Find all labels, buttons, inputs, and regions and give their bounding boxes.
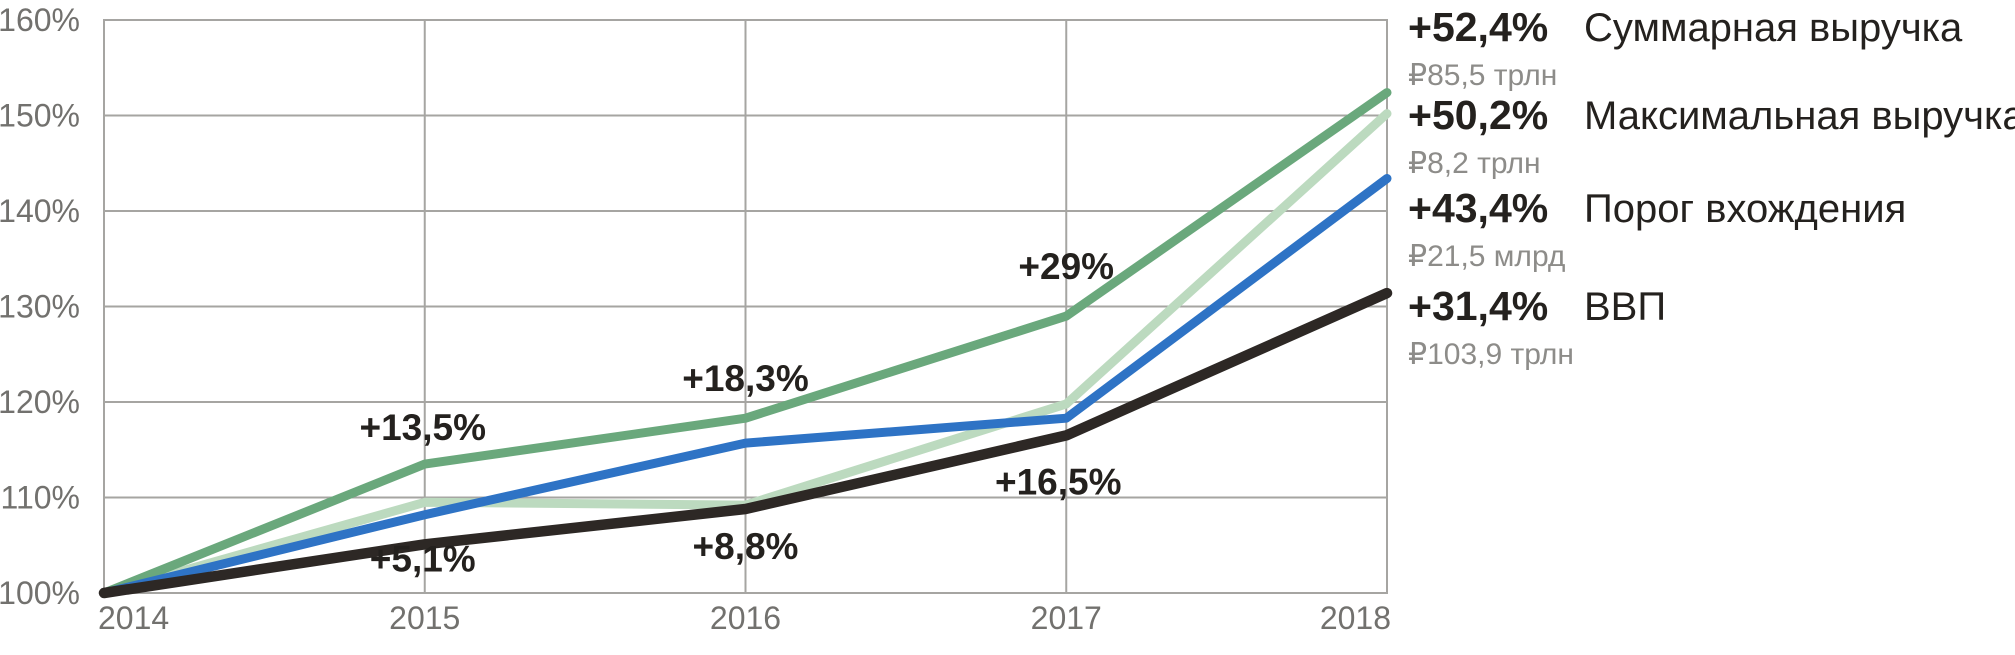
y-tick-label: 150%	[0, 98, 80, 134]
series-line-gdp	[98, 287, 1393, 599]
legend-value: ₽21,5 млрд	[1408, 240, 1566, 273]
legend-label: Максимальная выручка	[1584, 94, 2015, 138]
x-tick-label: 2016	[710, 600, 781, 636]
legend-change: +52,4%	[1408, 4, 1549, 50]
legend-item-gdp: +31,4% ВВП ₽103,9 трлн	[1408, 283, 1666, 372]
legend-value: ₽85,5 трлн	[1408, 59, 1558, 92]
x-tick-label: 2017	[1031, 600, 1102, 636]
annotation-label: +16,5%	[995, 461, 1122, 502]
legend-item-thr: +43,4% Порог вхождения ₽21,5 млрд	[1408, 185, 1906, 274]
series-line-sum	[99, 88, 1392, 598]
annotation-label: +8,8%	[693, 526, 799, 567]
series-line-thr	[99, 174, 1392, 598]
legend-change: +43,4%	[1408, 185, 1549, 231]
legend-value: ₽103,9 трлн	[1408, 338, 1574, 371]
x-tick-label: 2018	[1320, 600, 1391, 636]
data-annotations: +13,5% +18,3% +29% +5,1% +8,8% +16,5%	[359, 246, 1121, 579]
legend-label: Суммарная выручка	[1584, 6, 1963, 50]
y-tick-label: 120%	[0, 384, 80, 420]
legend-item-sum: +52,4% Суммарная выручка ₽85,5 трлн	[1408, 4, 1962, 93]
x-tick-label: 2014	[98, 600, 169, 636]
y-tick-label: 130%	[0, 289, 80, 325]
y-tick-label: 100%	[0, 575, 80, 611]
legend-item-max: +50,2% Максимальная выручка ₽8,2 трлн	[1408, 92, 2015, 181]
annotation-label: +29%	[1018, 246, 1114, 287]
annotation-label: +5,1%	[370, 538, 476, 579]
y-tick-label: 110%	[1, 480, 80, 516]
y-axis-labels: 160% 150% 140% 130% 120% 110% 100%	[0, 2, 80, 611]
series-lines	[98, 88, 1393, 599]
annotation-label: +13,5%	[359, 407, 486, 448]
legend-value: ₽8,2 трлн	[1408, 147, 1541, 180]
x-axis-labels: 2014 2015 2016 2017 2018	[98, 600, 1391, 636]
legend-change: +31,4%	[1408, 283, 1549, 329]
annotation-label: +18,3%	[682, 358, 809, 399]
y-tick-label: 160%	[0, 2, 80, 38]
legend-change: +50,2%	[1408, 92, 1549, 138]
legend-label: ВВП	[1584, 285, 1667, 329]
y-tick-label: 140%	[0, 193, 80, 229]
legend-label: Порог вхождения	[1584, 187, 1907, 231]
x-tick-label: 2015	[389, 600, 460, 636]
